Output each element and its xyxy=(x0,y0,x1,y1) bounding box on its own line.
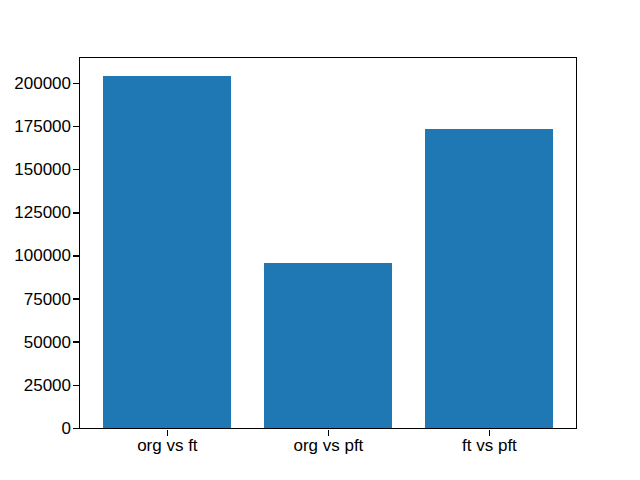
bar-ft-vs-pft xyxy=(425,129,554,428)
y-tick-label: 200000 xyxy=(0,75,71,92)
y-tick-label: 100000 xyxy=(0,247,71,264)
x-tick-label-ft-vs-pft: ft vs pft xyxy=(414,436,564,455)
x-tick-mark xyxy=(489,430,490,436)
figure: 0 25000 50000 75000 100000 125000 150000 175000… xyxy=(0,0,640,480)
y-tick-label: 125000 xyxy=(0,204,71,221)
y-tick-mark xyxy=(73,298,79,299)
bar-org-vs-ft xyxy=(103,76,232,428)
y-tick-label: 75000 xyxy=(0,291,71,308)
y-tick-mark xyxy=(73,169,79,170)
y-tick-mark xyxy=(73,385,79,386)
y-tick-label: 0 xyxy=(0,420,71,437)
y-tick-label: 50000 xyxy=(0,334,71,351)
y-tick-label: 150000 xyxy=(0,161,71,178)
y-tick-mark xyxy=(73,212,79,213)
x-tick-mark xyxy=(328,430,329,436)
y-tick-mark xyxy=(73,83,79,84)
x-tick-label-org-vs-pft: org vs pft xyxy=(253,436,403,455)
y-tick-mark xyxy=(73,255,79,256)
y-tick-label: 175000 xyxy=(0,118,71,135)
plot-area xyxy=(79,57,577,429)
y-tick-mark xyxy=(73,341,79,342)
y-tick-mark xyxy=(73,126,79,127)
y-tick-label: 25000 xyxy=(0,377,71,394)
x-tick-mark xyxy=(167,430,168,436)
bar-org-vs-pft xyxy=(264,263,393,428)
x-tick-label-org-vs-ft: org vs ft xyxy=(92,436,242,455)
y-tick-mark xyxy=(73,428,79,429)
